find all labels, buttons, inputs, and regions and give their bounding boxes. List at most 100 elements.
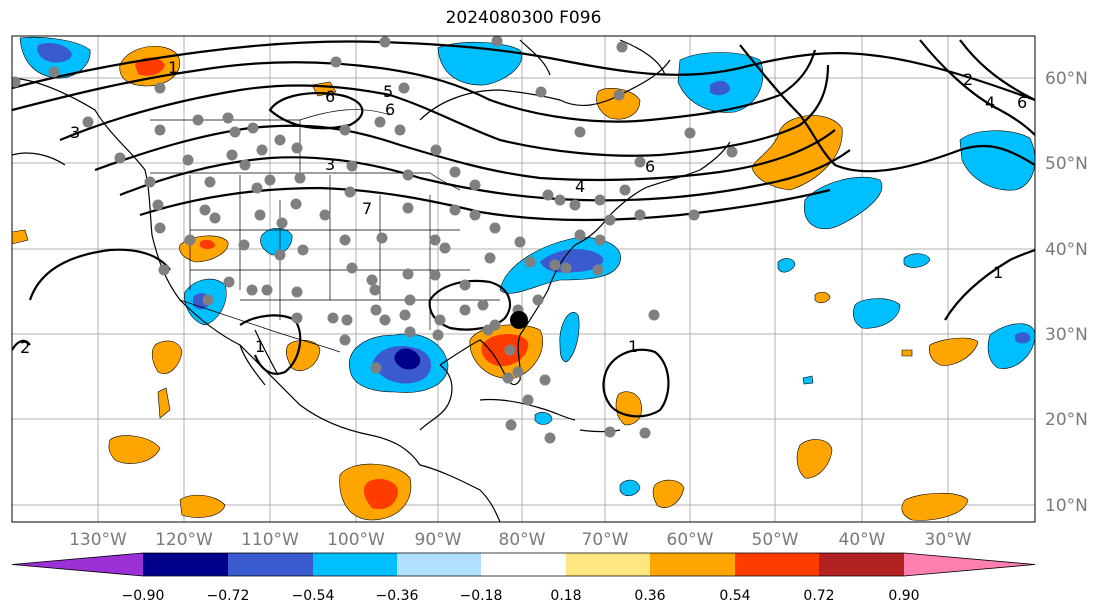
station-dot (344, 186, 356, 198)
station-dot (542, 189, 554, 201)
station-dot (684, 127, 696, 139)
station-dot (154, 82, 166, 94)
lon-label: 110°W (241, 530, 299, 550)
station-dot (82, 116, 94, 128)
colorbar-segment (228, 553, 313, 576)
station-dot (398, 82, 410, 94)
station-dot (330, 56, 342, 68)
contour-label: 1 (255, 337, 265, 356)
lat-label: 30°N (1045, 325, 1088, 345)
station-dot (688, 209, 700, 221)
station-dot (491, 36, 503, 47)
contour-label: 6 (385, 100, 395, 119)
station-dot (182, 154, 194, 166)
station-dot (477, 299, 489, 311)
station-dot (297, 244, 309, 256)
station-dot (504, 344, 516, 356)
station-dot (613, 89, 625, 101)
station-dot (634, 156, 646, 168)
colorbar-tick-label: −0.18 (460, 588, 503, 604)
colorbar-segment (904, 553, 1035, 576)
station-dot (505, 419, 517, 431)
station-dot (274, 134, 286, 146)
colorbar-segment (481, 553, 566, 576)
station-dot (256, 144, 268, 156)
station-dot (12, 76, 21, 88)
station-dot (404, 326, 416, 338)
lon-label: 60°W (667, 530, 714, 550)
station-dot (48, 66, 60, 78)
lon-label: 70°W (582, 530, 629, 550)
station-dot (154, 124, 166, 136)
station-dot (291, 286, 303, 298)
station-dot (152, 199, 164, 211)
colorbar-segment (819, 553, 904, 576)
station-dot (223, 276, 235, 288)
political-borders (150, 109, 500, 353)
colorbar-segment (566, 553, 650, 576)
station-dot (459, 279, 471, 291)
station-dot (158, 264, 170, 276)
colorbar-segment (313, 553, 397, 576)
lon-label: 130°W (69, 530, 127, 550)
colorbar-segment (143, 553, 228, 576)
station-dot (366, 274, 378, 286)
contour-label: 6 (325, 87, 335, 106)
lon-label: 80°W (499, 530, 546, 550)
station-dot (544, 432, 556, 444)
station-dot (560, 262, 572, 274)
lat-label: 40°N (1045, 240, 1088, 260)
station-dot (247, 122, 259, 134)
station-dot (482, 324, 494, 336)
station-dot (394, 124, 406, 136)
station-dot (246, 284, 258, 296)
colorbar-tick-label: 0.18 (550, 588, 581, 604)
station-dot (512, 366, 524, 378)
station-dot (604, 426, 616, 438)
station-dot (370, 304, 382, 316)
contour-label: 4 (575, 177, 585, 196)
station-dot (449, 166, 461, 178)
station-dot (274, 249, 286, 261)
colorbar-tick-label: 0.72 (803, 588, 834, 604)
storm-center-marker (510, 311, 528, 329)
colorbar-tick-label: −0.36 (376, 588, 419, 604)
station-dot (154, 222, 166, 234)
colorbar-tick-label: −0.90 (122, 588, 165, 604)
station-dot (616, 41, 628, 53)
station-dot (469, 179, 481, 191)
contour-label: 6 (1017, 93, 1027, 112)
station-dot (592, 264, 604, 276)
station-dots (12, 36, 738, 444)
station-dot (379, 314, 391, 326)
station-dot (554, 194, 566, 206)
station-dot (369, 284, 381, 296)
station-dot (449, 204, 461, 216)
station-dot (254, 209, 266, 221)
station-dot (294, 172, 306, 184)
lon-label: 50°W (752, 530, 799, 550)
station-dot (532, 294, 544, 306)
lat-label: 50°N (1045, 154, 1088, 174)
map-frame (11, 35, 1036, 523)
contour-label: 4 (985, 93, 995, 112)
station-dot (434, 314, 446, 326)
station-dot (339, 124, 351, 136)
station-dot (639, 427, 651, 439)
station-dot (222, 112, 234, 124)
longitude-labels: 130°W 120°W 110°W 100°W 90°W 80°W 70°W 6… (69, 530, 972, 550)
station-dot (226, 149, 238, 161)
station-dot (522, 394, 534, 406)
colorbar-tick-labels: −0.90 −0.72 −0.54 −0.36 −0.18 0.18 0.36 … (122, 588, 920, 604)
station-dot (429, 234, 441, 246)
contour-label: 2 (20, 338, 30, 357)
station-dot (535, 86, 547, 98)
station-dot (114, 152, 126, 164)
lon-label: 30°W (925, 530, 972, 550)
station-dot (264, 174, 276, 186)
station-dot (432, 329, 444, 341)
station-dot (402, 202, 414, 214)
station-dot (459, 304, 471, 316)
station-dot (399, 309, 411, 321)
